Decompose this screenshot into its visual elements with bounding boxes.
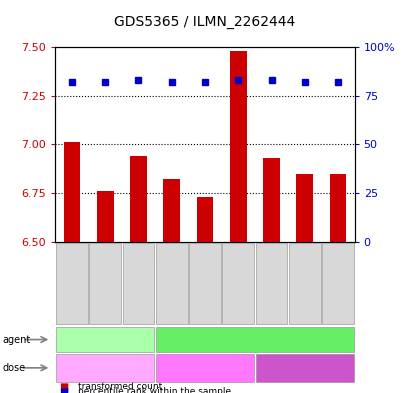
Text: ■: ■ (59, 382, 69, 392)
Text: GSM1148618: GSM1148618 (69, 259, 75, 307)
Text: control: control (88, 363, 122, 373)
Text: percentile rank within the sample: percentile rank within the sample (78, 387, 230, 393)
Text: GSM1148626: GSM1148626 (334, 259, 340, 307)
Text: GSM1148625: GSM1148625 (301, 259, 307, 307)
Text: dose: dose (2, 363, 25, 373)
Text: agent: agent (2, 334, 30, 345)
Text: 1 uM: 1 uM (292, 363, 316, 373)
Bar (296, 174, 312, 242)
Text: GSM1148623: GSM1148623 (235, 259, 240, 307)
Text: GSM1148619: GSM1148619 (102, 259, 108, 307)
Bar (229, 51, 246, 242)
Bar (163, 180, 180, 242)
Text: GSM1148622: GSM1148622 (202, 259, 207, 307)
Bar (263, 158, 279, 242)
Bar (130, 156, 146, 242)
Text: ■: ■ (59, 387, 69, 393)
Text: GSM1148620: GSM1148620 (135, 259, 141, 307)
Text: transformed count: transformed count (78, 382, 162, 391)
Bar (63, 143, 80, 242)
Text: GSM1148624: GSM1148624 (268, 259, 274, 307)
Bar (329, 174, 346, 242)
Text: GDS5365 / ILMN_2262444: GDS5365 / ILMN_2262444 (114, 15, 295, 29)
Text: GSM1148621: GSM1148621 (169, 259, 174, 307)
Bar (196, 197, 213, 242)
Text: I-BET726: I-BET726 (233, 334, 276, 345)
Text: vehicle: vehicle (88, 334, 122, 345)
Bar (97, 191, 113, 242)
Text: 0.1 uM: 0.1 uM (188, 363, 221, 373)
